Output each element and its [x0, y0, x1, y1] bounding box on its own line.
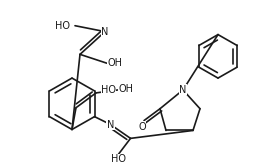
- Text: OH: OH: [118, 84, 134, 94]
- Text: N: N: [179, 85, 187, 95]
- Text: OH: OH: [108, 58, 122, 68]
- Text: N: N: [107, 119, 114, 130]
- Text: HO: HO: [101, 85, 116, 95]
- Text: HO: HO: [55, 21, 70, 31]
- Text: O: O: [138, 121, 146, 132]
- Text: HO: HO: [111, 154, 126, 164]
- Text: N: N: [101, 27, 109, 37]
